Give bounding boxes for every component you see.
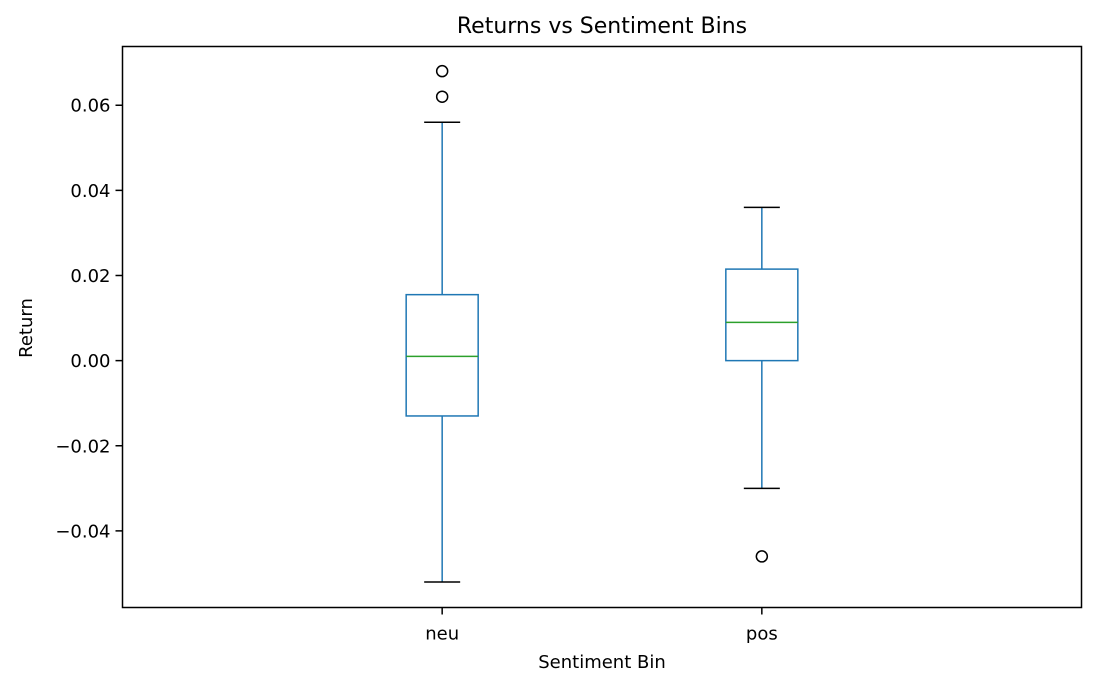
y-tick-label: 0.02 [70, 266, 110, 287]
iqr-box [725, 268, 799, 362]
y-tick-label: 0.00 [70, 351, 110, 372]
y-tick-label: 0.06 [70, 96, 110, 117]
y-axis: −0.04 −0.02 0.00 0.02 0.04 0.06 [55, 96, 123, 542]
box-group-neu [405, 64, 479, 583]
x-axis: neu pos [425, 607, 778, 645]
y-axis-label: Return [16, 298, 37, 358]
outlier-point [435, 64, 449, 78]
outlier-point [755, 550, 769, 563]
chart-title: Returns vs Sentiment Bins [457, 14, 747, 39]
x-axis-label: Sentiment Bin [538, 652, 666, 673]
y-tick-label: −0.02 [55, 436, 110, 457]
axes-frame [121, 45, 1083, 609]
x-tick-label: pos [746, 624, 778, 645]
box-group-pos [725, 206, 799, 563]
plot-area [405, 64, 799, 583]
outlier-point [435, 90, 449, 103]
iqr-box [405, 293, 479, 417]
y-tick-label: −0.04 [55, 521, 110, 542]
x-tick-label: neu [425, 624, 459, 645]
y-tick-label: 0.04 [70, 181, 110, 202]
